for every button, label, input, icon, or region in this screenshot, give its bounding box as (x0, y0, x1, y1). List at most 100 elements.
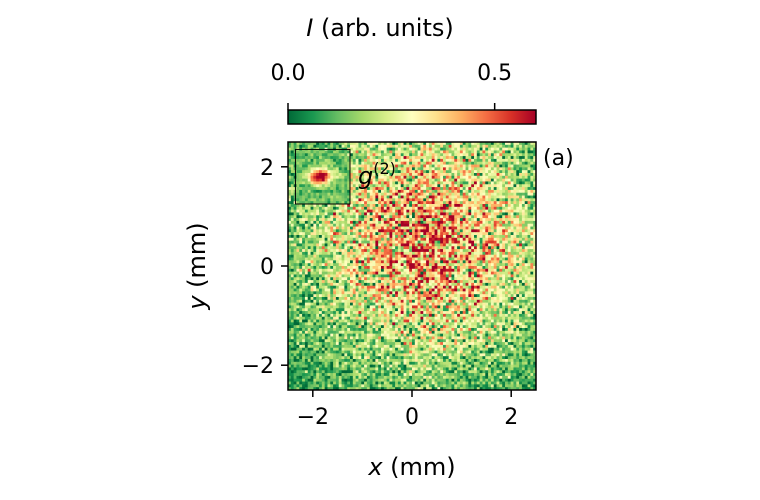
heatmap-cell (448, 184, 452, 188)
heatmap-cell (490, 178, 495, 182)
heatmap-cell (341, 204, 345, 208)
heatmap-cell (490, 291, 495, 295)
heatmap-cell (417, 274, 421, 278)
heatmap-cell (341, 184, 345, 188)
heatmap-cell (434, 187, 438, 191)
heatmap-cell (443, 153, 447, 157)
heatmap-cell (395, 142, 399, 146)
heatmap-cell (485, 294, 489, 298)
heatmap-cell (437, 285, 441, 289)
heatmap-cell (521, 212, 526, 216)
heatmap-cell (488, 147, 492, 151)
heatmap-cell (417, 257, 421, 261)
heatmap-cell (327, 274, 331, 278)
heatmap-cell (428, 249, 433, 253)
heatmap-cell (426, 195, 430, 199)
heatmap-cell (479, 178, 483, 182)
heatmap-cell (507, 237, 512, 242)
heatmap-cell (412, 189, 416, 194)
heatmap-cell (434, 195, 438, 199)
heatmap-cell (488, 192, 492, 196)
heatmap-cell (510, 201, 514, 205)
heatmap-cell (358, 291, 362, 295)
heatmap-cell (397, 232, 402, 236)
heatmap-cell (423, 175, 427, 180)
heatmap-cell (521, 280, 526, 284)
heatmap-cell (338, 282, 342, 287)
heatmap-cell (293, 246, 297, 250)
heatmap-cell (505, 142, 509, 146)
heatmap-cell (420, 282, 424, 287)
heatmap-cell (513, 215, 517, 219)
heatmap-cell (490, 187, 495, 191)
heatmap-cell (420, 206, 424, 211)
heatmap-cell (471, 220, 475, 225)
heatmap-cell (423, 201, 427, 205)
heatmap-cell (335, 212, 340, 216)
heatmap-cell (445, 271, 450, 275)
heatmap-cell (482, 277, 486, 281)
heatmap-cell (321, 294, 326, 298)
heatmap-cell (499, 263, 503, 267)
heatmap-cell (324, 232, 328, 236)
heatmap-cell (440, 206, 444, 211)
heatmap-cell (499, 158, 503, 163)
heatmap-cell (403, 212, 407, 216)
heatmap-cell (324, 212, 328, 216)
heatmap-cell (476, 263, 481, 267)
heatmap-cell (313, 254, 317, 258)
heatmap-cell (524, 212, 528, 216)
heatmap-cell (479, 201, 483, 205)
heatmap-cell (383, 201, 388, 205)
heatmap-cell (527, 189, 531, 194)
heatmap-cell (302, 268, 306, 273)
heatmap-cell (428, 198, 433, 202)
heatmap-cell (392, 153, 396, 157)
heatmap-cell (378, 271, 382, 275)
heatmap-cell (533, 150, 537, 154)
heatmap-cell (383, 167, 388, 171)
heatmap-cell (502, 164, 506, 168)
heatmap-cell (313, 263, 317, 267)
heatmap-cell (403, 299, 407, 304)
heatmap-cell (462, 150, 466, 154)
heatmap-cell (505, 232, 509, 236)
heatmap-cell (389, 280, 393, 284)
heatmap-cell (397, 167, 402, 171)
heatmap-cell (468, 240, 472, 244)
heatmap-cell (417, 271, 421, 275)
heatmap-cell (316, 251, 320, 256)
heatmap-cell (502, 235, 506, 239)
heatmap-cell (476, 147, 481, 151)
heatmap-cell (462, 144, 466, 149)
heatmap-cell (304, 260, 309, 264)
heatmap-cell (338, 170, 342, 174)
heatmap-cell (381, 243, 385, 247)
heatmap-cell (479, 153, 483, 157)
heatmap-cell (307, 175, 311, 180)
heatmap-cell (361, 198, 365, 202)
heatmap-cell (471, 164, 475, 168)
heatmap-cell (428, 212, 433, 216)
heatmap-cell (516, 167, 520, 171)
heatmap-cell (358, 192, 362, 196)
heatmap-cell (333, 220, 337, 225)
heatmap-cell (361, 215, 365, 219)
heatmap-cell (530, 178, 534, 182)
heatmap-cell (513, 184, 517, 188)
heatmap-cell (482, 243, 486, 247)
heatmap-cell (299, 187, 303, 191)
heatmap-cell (507, 257, 512, 261)
heatmap-cell (324, 201, 328, 205)
heatmap-cell (293, 282, 297, 287)
heatmap-cell (468, 150, 472, 154)
heatmap-cell (510, 218, 514, 222)
heatmap-cell (296, 254, 300, 258)
heatmap-cell (431, 235, 435, 239)
heatmap-cell (341, 223, 345, 227)
heatmap-cell (378, 246, 382, 250)
heatmap-cell (417, 170, 421, 174)
heatmap-cell (290, 175, 295, 180)
heatmap-cell (369, 220, 373, 225)
heatmap-cell (409, 285, 413, 289)
